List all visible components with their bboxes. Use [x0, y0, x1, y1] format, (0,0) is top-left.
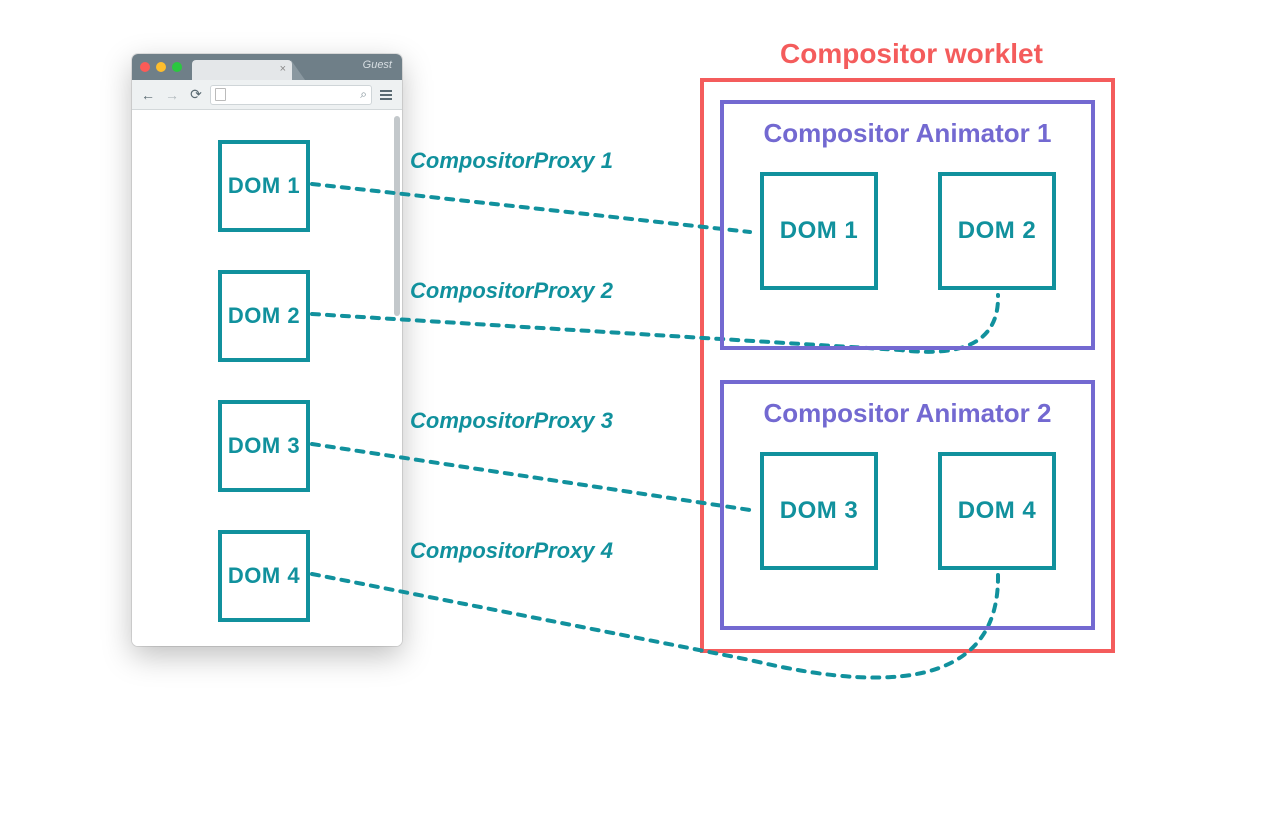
guest-label: Guest	[363, 59, 392, 71]
worklet-title: Compositor worklet	[780, 38, 1043, 70]
proxy-label: CompositorProxy 4	[410, 538, 613, 564]
dom-box: DOM 1	[218, 140, 310, 232]
animator-title: Compositor Animator 2	[720, 398, 1095, 429]
dom-box: DOM 2	[938, 172, 1056, 290]
browser-viewport: DOM 1 DOM 2 DOM 3 DOM 4	[132, 110, 402, 646]
new-tab-affordance[interactable]	[291, 60, 305, 80]
scrollbar-thumb[interactable]	[394, 116, 400, 316]
dom-box: DOM 4	[938, 452, 1056, 570]
proxy-label: CompositorProxy 3	[410, 408, 613, 434]
menu-icon[interactable]	[376, 85, 396, 105]
close-icon[interactable]	[140, 62, 150, 72]
page-icon	[215, 88, 226, 101]
reload-icon[interactable]: ⟳	[186, 85, 206, 105]
tab-close-icon[interactable]: ×	[280, 63, 286, 75]
proxy-label: CompositorProxy 1	[410, 148, 613, 174]
dom-box: DOM 3	[218, 400, 310, 492]
dom-box: DOM 4	[218, 530, 310, 622]
dom-box: DOM 3	[760, 452, 878, 570]
dom-box: DOM 2	[218, 270, 310, 362]
animator-title: Compositor Animator 1	[720, 118, 1095, 149]
browser-tab[interactable]: ×	[192, 60, 292, 80]
browser-toolbar: ← → ⟳ ⌕	[132, 80, 402, 110]
proxy-label: CompositorProxy 2	[410, 278, 613, 304]
forward-icon[interactable]: →	[162, 85, 182, 105]
search-in-page-icon[interactable]: ⌕	[360, 87, 367, 102]
browser-tabbar: × Guest	[132, 54, 402, 80]
browser-window: × Guest ← → ⟳ ⌕ DOM 1 DOM 2 DOM 3 DOM 4	[132, 54, 402, 646]
back-icon[interactable]: ←	[138, 85, 158, 105]
url-bar[interactable]: ⌕	[210, 85, 372, 105]
window-controls	[140, 62, 182, 72]
minimize-icon[interactable]	[156, 62, 166, 72]
dom-box: DOM 1	[760, 172, 878, 290]
maximize-icon[interactable]	[172, 62, 182, 72]
